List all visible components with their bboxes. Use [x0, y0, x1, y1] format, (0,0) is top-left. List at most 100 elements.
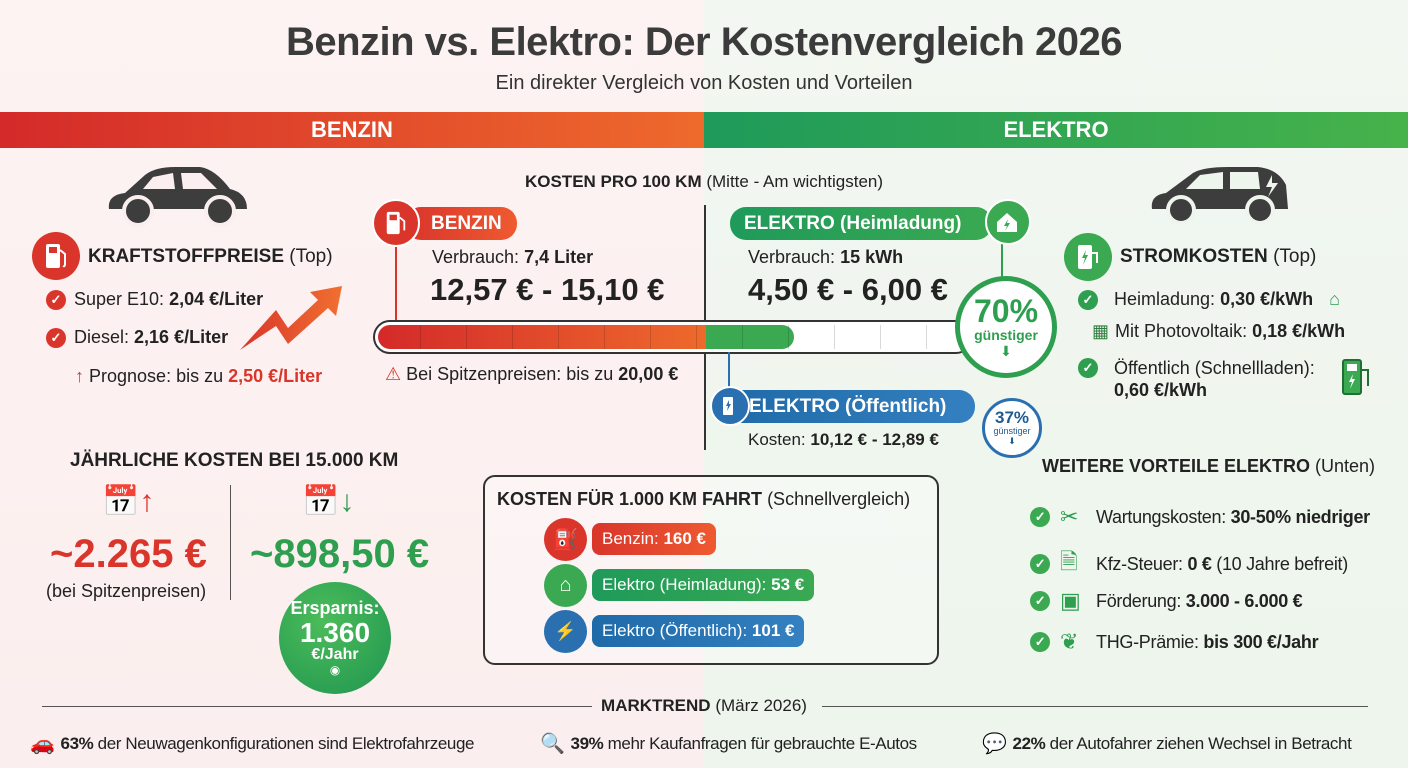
- check-icon: ✓: [1030, 507, 1050, 527]
- row-label: Elektro (Öffentlich):: [602, 621, 752, 640]
- fuel-item-label: Diesel:: [74, 327, 135, 347]
- charging-station-icon: [1342, 359, 1369, 395]
- benzin-banner: BENZIN: [0, 112, 704, 148]
- forecast-label: Prognose: bis zu: [89, 366, 229, 386]
- charging-station-icon: [1064, 233, 1112, 281]
- check-icon: ✓: [1078, 289, 1098, 310]
- fuel-prices-title: KRAFTSTOFFPREISE (Top): [88, 246, 333, 268]
- document-icon: 🗎: [1060, 549, 1078, 574]
- electric-car-icon: [1151, 167, 1288, 225]
- advantage-item-funding: ✓ ▣ Förderung: 3.000 - 6.000 €: [1030, 588, 1303, 614]
- home-label-pill: ELEKTRO (Heimladung): [730, 207, 992, 240]
- advantage-value: 3.000 - 6.000 €: [1185, 590, 1303, 611]
- check-icon: ✓: [1078, 358, 1098, 378]
- arrow-down-icon: ⬇: [1000, 342, 1012, 359]
- coins-icon: ◉: [329, 663, 341, 678]
- elektro-bar-fill: [706, 325, 794, 349]
- power-costs-title-text: STROMKOSTEN: [1120, 246, 1268, 267]
- benzin-bar-fill: [378, 325, 708, 349]
- benzin-connector: [395, 230, 397, 326]
- check-icon: ✓: [46, 289, 66, 310]
- consumption-label: Verbrauch:: [432, 247, 525, 267]
- page-title: Benzin vs. Elektro: Der Kostenvergleich …: [285, 20, 1123, 64]
- power-item-home: ✓ Heimladung: 0,30 €/kWh ⌂: [1078, 289, 1340, 310]
- plug-car-icon: 🚗: [30, 733, 55, 755]
- annual-benzin-cost: ~2.265 €: [50, 532, 207, 576]
- per100-title: KOSTEN PRO 100 KM (Mitte - Am wichtigste…: [0, 172, 1408, 192]
- per1000-row-home: Elektro (Heimladung): 53 €: [592, 569, 815, 601]
- market-item-inquiries: 🔍 39% mehr Kaufanfragen für gebrauchte E-…: [540, 731, 917, 756]
- market-value: 63%: [60, 733, 94, 753]
- per1000-suffix: (Schnellvergleich): [767, 489, 911, 509]
- market-title: MARKTREND (März 2026): [0, 696, 1408, 716]
- row-label: Benzin:: [602, 529, 664, 548]
- fuel-pump-icon: ⛽: [544, 518, 587, 561]
- market-text: der Autofahrer ziehen Wechsel in Betrach…: [1045, 733, 1352, 753]
- consumption-value: 7,4 Liter: [524, 247, 594, 267]
- public-savings-badge: 37% günstiger ⬇: [982, 398, 1042, 458]
- advantage-item-maintenance: ✓ ✂ Wartungskosten: 30-50% niedriger: [1030, 504, 1370, 530]
- bar-ticks: [375, 325, 971, 349]
- per1000-title: KOSTEN FÜR 1.000 KM FAHRT (Schnellvergle…: [497, 489, 910, 510]
- power-item-public: ✓ Öffentlich (Schnellladen): 0,60 €/kWh: [1078, 357, 1315, 401]
- person-speech-icon: 💬: [982, 733, 1007, 755]
- per100-title-suffix: (Mitte - Am wichtigsten): [706, 172, 884, 191]
- home-savings-badge: 70% günstiger ⬇: [955, 276, 1057, 378]
- public-costs: Kosten: 10,12 € - 12,89 €: [748, 430, 939, 450]
- badge-value: 70%: [973, 292, 1039, 329]
- savings-unit: €/Jahr: [311, 646, 359, 664]
- fuel-pump-icon: [32, 232, 80, 280]
- market-item-configurations: 🚗 63% der Neuwagenkonfigurationen sind El…: [30, 731, 474, 756]
- home-charging-icon: [985, 199, 1031, 245]
- benzin-banner-label: BENZIN: [311, 117, 393, 142]
- power-item-pv: ▦ Mit Photovoltaik: 0,18 €/kWh: [1092, 321, 1345, 342]
- cost-value: 10,12 € - 12,89 €: [810, 430, 939, 449]
- money-icon: ▣: [1060, 588, 1081, 613]
- market-text: mehr Kaufanfragen für gebrauchte E-Autos: [603, 733, 918, 753]
- row-value: 160 €: [663, 529, 706, 548]
- power-item-label: Öffentlich (Schnellladen):: [1114, 358, 1315, 378]
- car-icon: [108, 167, 247, 227]
- elektro-banner: ELEKTRO: [704, 112, 1408, 148]
- cost-label: Kosten:: [748, 430, 811, 449]
- arrow-down-icon: ⬇: [1008, 436, 1016, 446]
- market-value: 39%: [570, 733, 604, 753]
- benzin-label-pill: BENZIN: [405, 207, 517, 240]
- leaf-icon: ❦: [1060, 629, 1079, 654]
- advantages-title: WEITERE VORTEILE ELEKTRO (Unten): [1042, 456, 1375, 477]
- consumption-value: 15 kWh: [840, 247, 904, 267]
- power-item-value: 0,18 €/kWh: [1252, 321, 1346, 341]
- fuel-prices-suffix: (Top): [289, 246, 333, 267]
- market-title-text: MARKTREND: [601, 696, 711, 715]
- advantage-label: THG-Prämie:: [1096, 631, 1204, 652]
- badge-value: 37%: [994, 408, 1030, 427]
- check-icon: ✓: [1030, 632, 1050, 652]
- advantage-label: Förderung:: [1096, 590, 1186, 611]
- charging-station-icon: ⚡: [544, 610, 587, 653]
- fuel-item-label: Super E10:: [74, 289, 170, 309]
- check-icon: ✓: [1030, 554, 1050, 574]
- per1000-title-text: KOSTEN FÜR 1.000 KM FAHRT: [497, 489, 763, 509]
- power-costs-title: STROMKOSTEN (Top): [1120, 246, 1316, 268]
- consumption-label: Verbrauch:: [748, 247, 841, 267]
- fuel-item-super: ✓ Super E10: 2,04 €/Liter: [46, 289, 263, 310]
- home-charging-icon: ⌂: [544, 564, 587, 607]
- fuel-pump-icon: [372, 199, 420, 247]
- fuel-item-value: 2,04 €/Liter: [169, 289, 264, 309]
- annual-elektro-cost: ~898,50 €: [250, 532, 430, 576]
- advantage-value: 30-50% niedriger: [1230, 506, 1371, 527]
- home-consumption: Verbrauch: 15 kWh: [748, 247, 903, 268]
- annual-savings-badge: Ersparnis: 1.360 €/Jahr ◉: [279, 582, 391, 694]
- power-item-label: Mit Photovoltaik:: [1115, 321, 1253, 341]
- elektro-banner-label: ELEKTRO: [1003, 117, 1109, 142]
- forecast-value: 2,50 €/Liter: [228, 366, 323, 386]
- savings-value: 1.360: [299, 617, 371, 649]
- advantage-item-tax: ✓ 🗎 Kfz-Steuer: 0 € (10 Jahre befreit): [1030, 545, 1348, 583]
- fuel-forecast: ↑ Prognose: bis zu 2,50 €/Liter: [75, 366, 322, 387]
- solar-panel-icon: ▦: [1092, 321, 1110, 341]
- row-value: 53 €: [771, 575, 805, 594]
- power-item-label: Heimladung:: [1114, 289, 1221, 309]
- search-car-icon: 🔍: [540, 733, 565, 755]
- annual-benzin-note: (bei Spitzenpreisen): [46, 581, 207, 601]
- advantage-label: Wartungskosten:: [1096, 506, 1231, 527]
